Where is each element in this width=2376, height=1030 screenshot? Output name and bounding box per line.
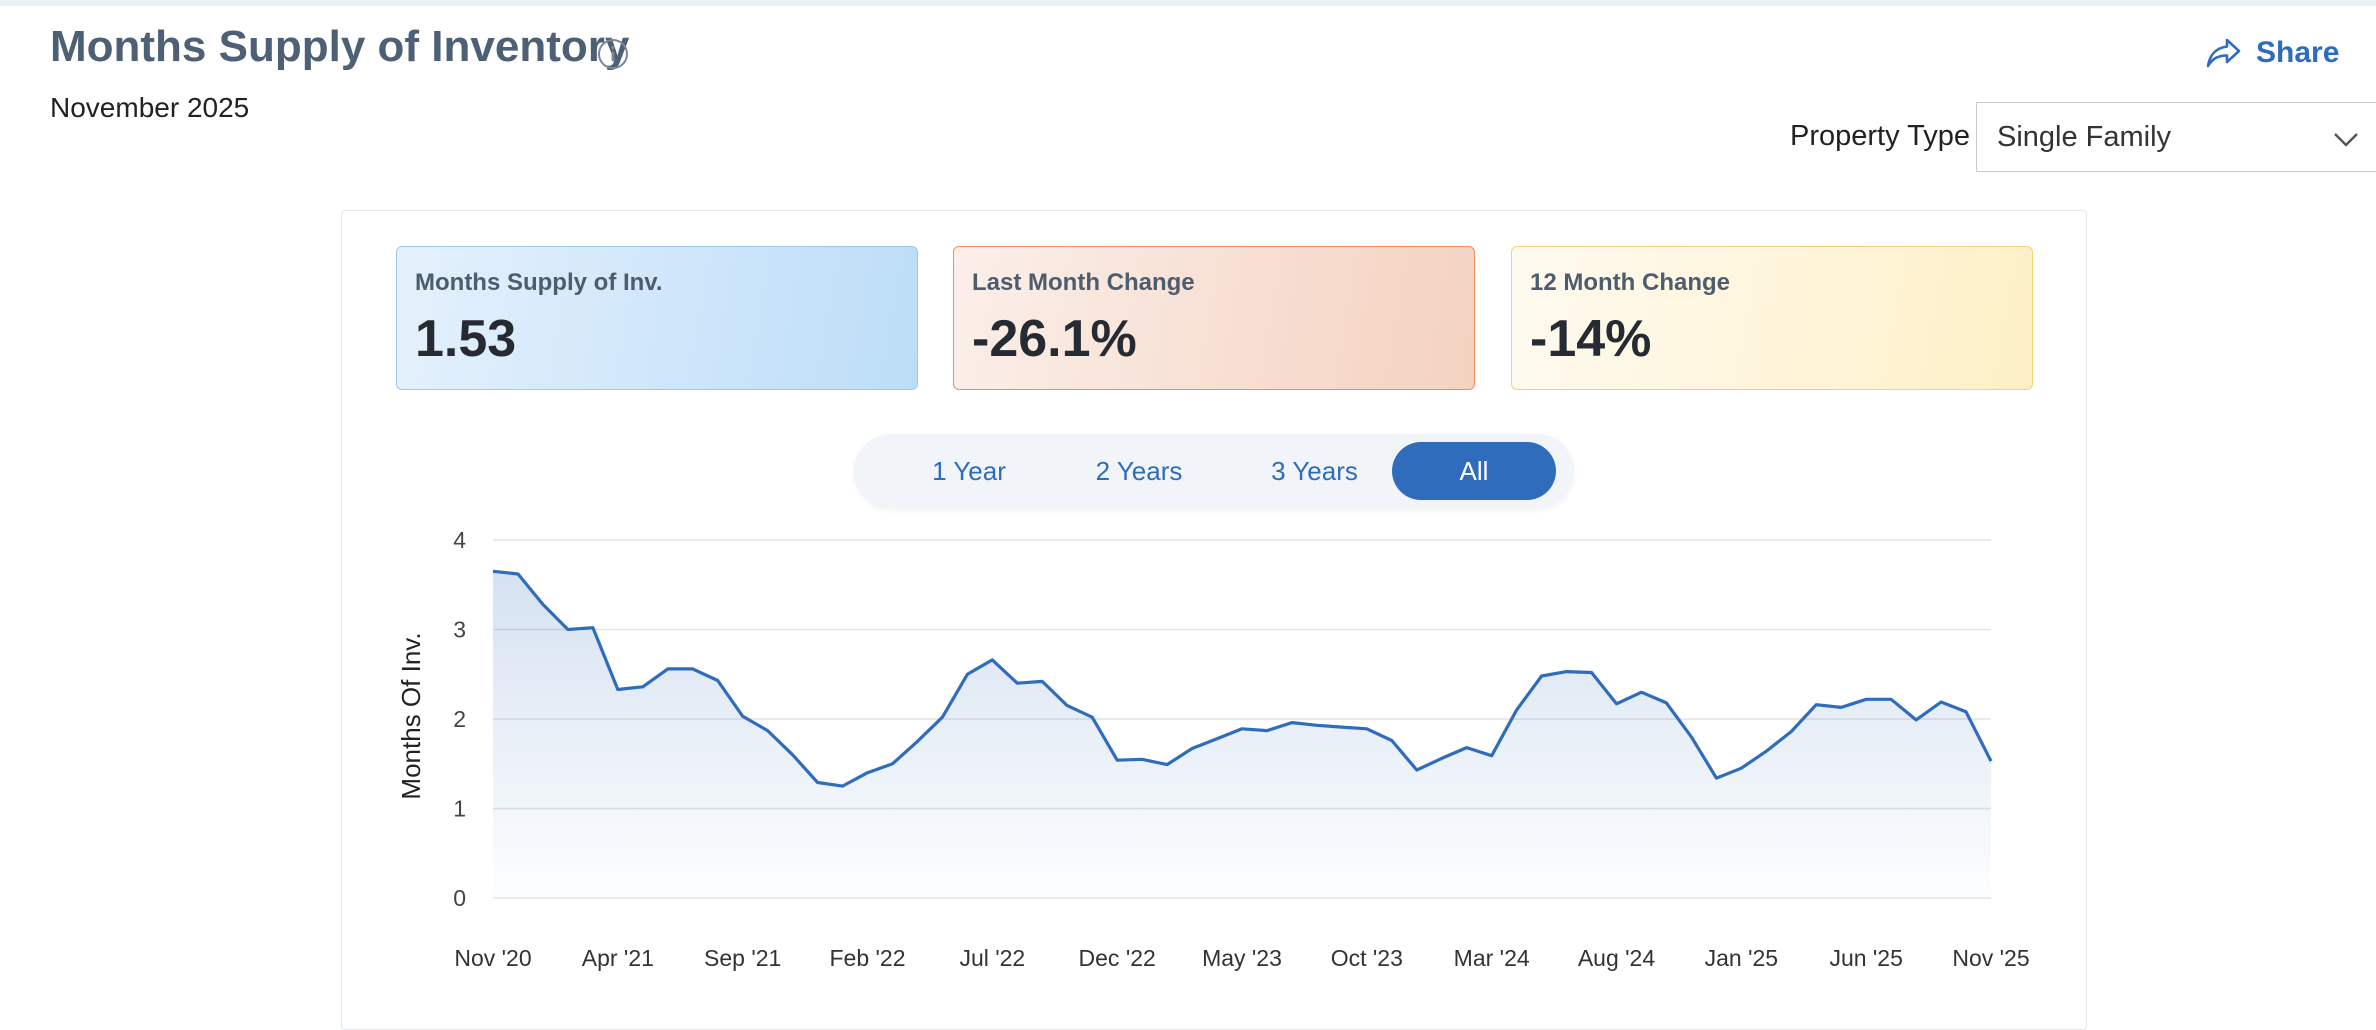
share-arrow-icon — [2206, 38, 2241, 68]
series-line — [492, 569, 1993, 788]
x-tick-label: Jul '22 — [959, 945, 1025, 971]
x-tick-label: Jun '25 — [1829, 945, 1902, 971]
y-tick-label: 4 — [453, 527, 466, 553]
x-tick-label: Jan '25 — [1705, 945, 1778, 971]
stat-months-supply: Months Supply of Inv. 1.53 — [396, 246, 918, 390]
share-button[interactable]: Share — [2204, 30, 2339, 76]
x-tick-label: Aug '24 — [1578, 945, 1655, 971]
y-tick-label: 3 — [453, 617, 466, 643]
x-tick-label: Nov '25 — [1952, 945, 2029, 971]
stat-value: -26.1% — [972, 310, 1137, 368]
page-title: Months Supply of Inventory — [50, 22, 630, 71]
stat-label: 12 Month Change — [1530, 269, 1731, 296]
y-tick-label: 1 — [453, 796, 466, 822]
y-tick-label: 2 — [453, 706, 466, 732]
range-1-year[interactable]: 1 Year — [894, 442, 1044, 500]
property-type-value: Single Family — [1997, 120, 2172, 153]
range-2-years[interactable]: 2 Years — [1064, 442, 1214, 500]
x-tick-label: Mar '24 — [1454, 945, 1530, 971]
top-strip — [0, 0, 2376, 6]
stat-label: Last Month Change — [972, 269, 1195, 296]
x-tick-label: Nov '20 — [454, 945, 531, 971]
x-tick-label: Dec '22 — [1079, 945, 1156, 971]
info-circle-icon[interactable] — [596, 37, 630, 71]
range-3-years[interactable]: 3 Years — [1232, 442, 1397, 500]
chevron-down-icon — [2334, 133, 2358, 147]
y-tick-label: 0 — [453, 885, 466, 911]
property-type-label: Property Type — [1790, 120, 1971, 152]
months-supply-chart: 0 1 2 3 4 Nov '20 Apr '21 Sep '21 Feb '22 Jul '2… — [396, 527, 2030, 971]
stat-value: 1.53 — [415, 310, 517, 368]
range-selector: 1 Year 2 Years 3 Years All — [854, 434, 1574, 508]
stat-12-month-change: 12 Month Change -14% — [1511, 246, 2033, 390]
y-axis-label: Months Of Inv. — [396, 632, 426, 799]
stat-last-month-change: Last Month Change -26.1% — [953, 246, 1475, 390]
x-tick-label: Feb '22 — [830, 945, 906, 971]
series-area — [493, 571, 1991, 898]
x-tick-label: May '23 — [1202, 945, 1282, 971]
share-label: Share — [2256, 36, 2340, 69]
x-tick-label: Apr '21 — [582, 945, 654, 971]
stat-value: -14% — [1530, 310, 1652, 368]
x-tick-label: Oct '23 — [1331, 945, 1403, 971]
stat-label: Months Supply of Inv. — [415, 269, 663, 296]
report-period: November 2025 — [50, 92, 250, 123]
property-type-select[interactable]: Single Family — [1976, 102, 2376, 172]
range-all[interactable]: All — [1392, 442, 1556, 500]
x-tick-label: Sep '21 — [704, 945, 781, 971]
